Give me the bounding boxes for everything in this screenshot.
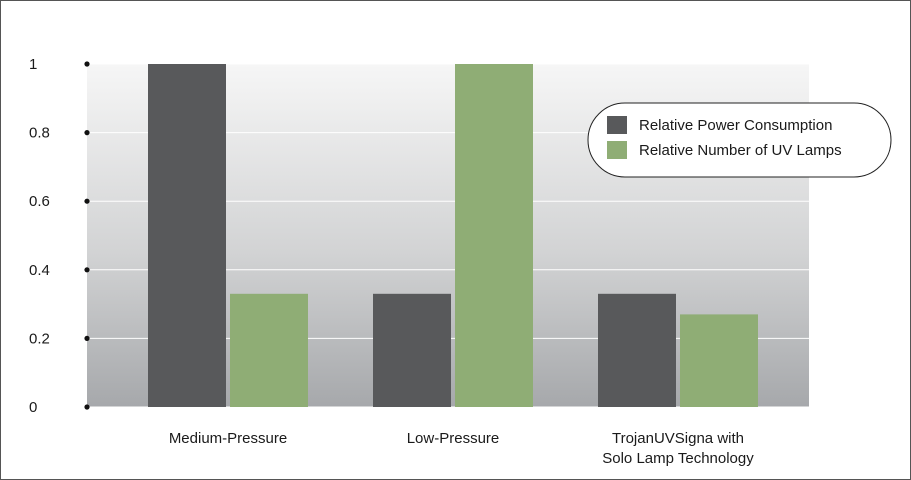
y-axis-ticks: 0 0.2 0.4 0.6 0.8 1	[29, 56, 90, 416]
x-tick-label: Low-Pressure	[407, 430, 500, 447]
y-tick-label: 0.4	[29, 262, 50, 279]
tick-dot	[84, 404, 90, 410]
bar-power-0	[148, 64, 226, 407]
y-tick-label: 0.6	[29, 193, 50, 210]
tick-dot	[84, 61, 90, 67]
legend: Relative Power Consumption Relative Numbe…	[587, 102, 892, 178]
bar-lamps-0	[230, 293, 308, 407]
legend-label: Relative Power Consumption	[639, 117, 832, 134]
legend-box	[587, 102, 892, 178]
bar-lamps-1	[455, 64, 533, 407]
y-tick-label: 0.2	[29, 330, 50, 347]
y-tick-label: 0	[29, 399, 37, 416]
x-tick-label: TrojanUVSigna with	[612, 430, 744, 447]
tick-dot	[84, 130, 90, 136]
y-tick-label: 0.8	[29, 125, 50, 142]
bar-lamps-2	[680, 314, 758, 407]
tick-dot	[84, 198, 90, 204]
x-tick-label: Medium-Pressure	[169, 430, 287, 447]
y-tick-label: 1	[29, 56, 37, 73]
x-tick-label: Solo Lamp Technology	[602, 450, 754, 467]
bar-power-1	[373, 293, 451, 407]
x-axis-labels: Medium-Pressure Low-Pressure TrojanUVSigna…	[169, 430, 754, 467]
bars	[148, 64, 758, 407]
legend-swatch	[607, 116, 627, 134]
legend-swatch	[607, 141, 627, 159]
bar-power-2	[598, 293, 676, 407]
tick-dot	[84, 335, 90, 341]
legend-label: Relative Number of UV Lamps	[639, 142, 842, 159]
tick-dot	[84, 267, 90, 273]
